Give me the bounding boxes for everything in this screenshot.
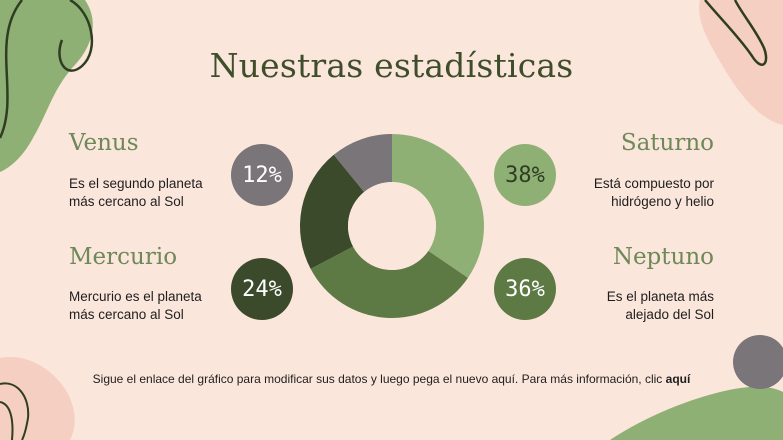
footer-link[interactable]: aquí (665, 372, 691, 386)
stat-name-neptuno: Neptuno (612, 244, 714, 270)
stat-description-saturno: Está compuesto por hidrógeno y helio (593, 176, 714, 209)
bottom-left-pink-blob (0, 356, 75, 440)
stat-name-saturno: Saturno (620, 130, 714, 156)
bottom-right-gray-dot (733, 335, 783, 389)
donut-hole (348, 182, 436, 270)
badge-venus: 12% (231, 144, 293, 206)
donut-slice-mercurio (300, 154, 365, 269)
stat-description-neptuno: Es el planeta más alejado del Sol (606, 289, 714, 322)
badge-neptuno: 36% (494, 258, 556, 320)
top-right-swirl (704, 0, 768, 66)
badge-saturno: 38% (494, 144, 556, 206)
top-right-pink-blob (699, 0, 783, 125)
stat-name-mercurio: Mercurio (69, 244, 178, 270)
top-left-swirl (0, 0, 94, 139)
bottom-right-green-blob (610, 386, 783, 440)
stat-description-mercurio: Mercurio es el planeta más cercano al Sol (69, 289, 202, 322)
bottom-left-swirl (0, 382, 30, 440)
donut-chart (300, 134, 484, 318)
stat-description-venus: Es el segundo planeta más cercano al Sol (69, 176, 203, 209)
footer-note: Sigue el enlace del gráfico para modific… (92, 372, 691, 386)
donut-slice-venus (333, 134, 392, 192)
stat-name-venus: Venus (69, 130, 139, 156)
top-left-green-blob (0, 0, 93, 172)
badge-mercurio: 24% (231, 258, 293, 320)
page-title: Nuestras estadísticas (209, 46, 574, 85)
donut-slice-neptuno (310, 246, 468, 318)
donut-slice-saturno (392, 134, 484, 278)
